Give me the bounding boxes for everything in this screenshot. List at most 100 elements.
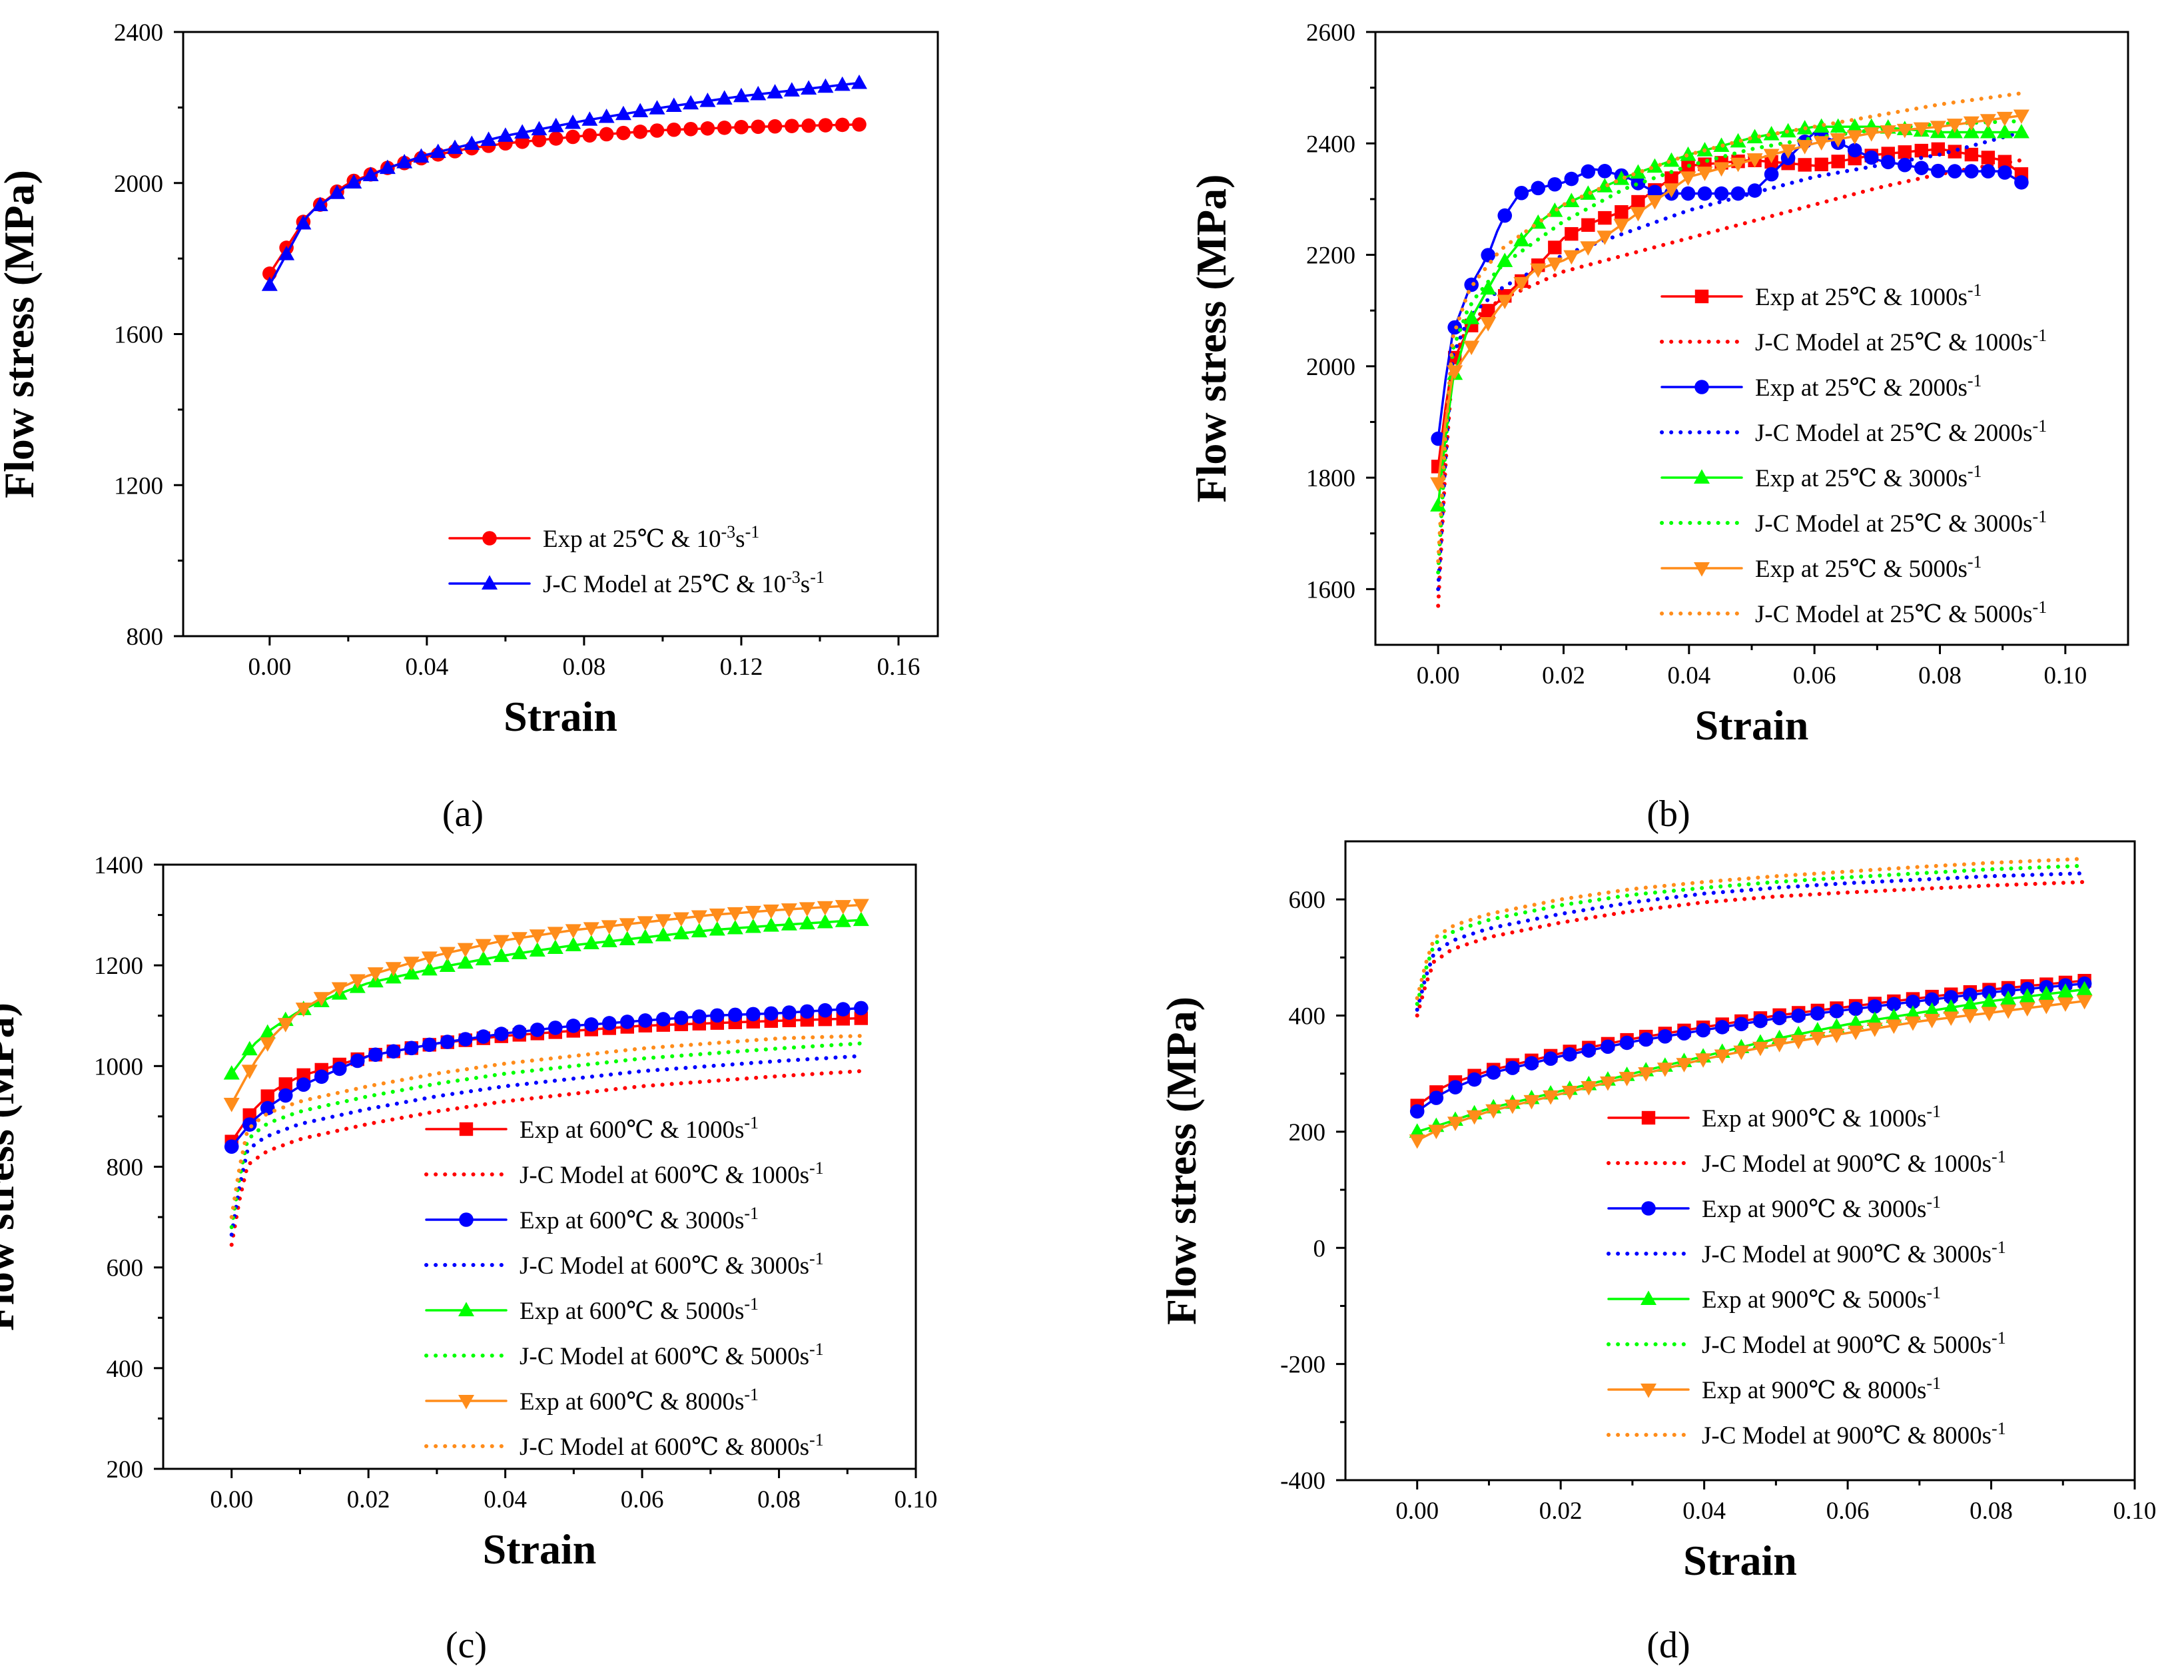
- x-tick-label: 0.06: [621, 1486, 664, 1513]
- data-point: [733, 87, 749, 103]
- data-point: [637, 916, 653, 931]
- legend-entry: J-C Model at 600℃ & 5000s-1: [424, 1340, 824, 1370]
- data-point: [655, 1012, 671, 1027]
- data-point: [1505, 1060, 1520, 1075]
- data-point: [1638, 1032, 1654, 1047]
- data-point: [2014, 175, 2029, 190]
- data-point: [673, 912, 689, 927]
- data-point: [781, 903, 797, 918]
- legend-label: Exp at 25℃ & 10-3s-1: [543, 522, 759, 554]
- x-tick-label: 0.04: [405, 653, 448, 681]
- data-point: [1904, 1005, 1921, 1020]
- data-point: [1664, 171, 1678, 185]
- legend-label: J-C Model at 25℃ & 3000s-1: [1755, 507, 2047, 538]
- data-point: [1581, 218, 1595, 232]
- data-point: [2013, 109, 2029, 125]
- data-point: [1447, 1116, 1463, 1132]
- data-point: [1486, 1065, 1501, 1080]
- data-point: [583, 922, 599, 937]
- data-point: [1561, 1085, 1578, 1100]
- data-point: [835, 117, 850, 133]
- data-point: [2076, 981, 2093, 996]
- data-point: [709, 1008, 725, 1023]
- legend-marker: [482, 575, 498, 590]
- data-point: [673, 1011, 689, 1025]
- x-tick-label: 0.08: [1970, 1497, 2013, 1525]
- y-tick-label: 800: [127, 624, 164, 651]
- data-point: [1547, 177, 1563, 192]
- data-point: [1810, 1006, 1825, 1021]
- data-point: [1464, 277, 1479, 292]
- data-point: [1497, 294, 1513, 310]
- data-point: [1513, 276, 1530, 292]
- data-point: [1409, 1134, 1425, 1149]
- data-point: [2038, 985, 2055, 1001]
- y-tick-label: 2000: [1306, 354, 1355, 381]
- data-point: [1680, 146, 1696, 161]
- data-point: [817, 78, 834, 93]
- data-point: [764, 1006, 779, 1021]
- data-point: [2076, 995, 2093, 1010]
- data-point: [497, 127, 514, 142]
- y-tick-label: 200: [107, 1456, 144, 1483]
- x-tick-label: 0.08: [1918, 662, 1962, 689]
- y-tick-label: 1600: [114, 322, 163, 349]
- legend: Exp at 25℃ & 10-3s-1 J-C Model at 25℃ & 1…: [448, 522, 825, 598]
- data-point: [854, 1011, 869, 1025]
- series-orange-dotted: [1436, 91, 2023, 564]
- data-point: [313, 992, 330, 1007]
- x-axis-title: Strain: [483, 1525, 597, 1573]
- data-point: [1480, 280, 1497, 295]
- series-blue-solid: [1431, 128, 2029, 446]
- data-point: [1730, 157, 1746, 173]
- y-tick-label: 2600: [1306, 19, 1355, 47]
- data-point: [548, 131, 563, 146]
- data-point: [666, 122, 681, 137]
- data-point: [565, 129, 580, 145]
- y-tick-label: 1200: [94, 953, 143, 980]
- data-point: [312, 197, 328, 211]
- legend-entry: J-C Model at 25℃ & 3000s-1: [1660, 507, 2047, 538]
- data-point: [2019, 988, 2035, 1003]
- data-point: [1563, 250, 1580, 265]
- y-tick-label: 600: [1289, 887, 1326, 914]
- series-line: [1415, 863, 2087, 1007]
- series-line: [229, 1068, 863, 1247]
- data-point: [1428, 1124, 1445, 1140]
- data-point: [241, 1041, 258, 1056]
- data-point: [853, 899, 869, 914]
- data-point: [1753, 1013, 1768, 1029]
- legend-marker: [1641, 1201, 1656, 1216]
- data-point: [260, 1100, 275, 1116]
- data-point: [1830, 118, 1846, 133]
- x-tick-label: 0.00: [248, 653, 291, 681]
- legend-marker: [458, 1302, 474, 1316]
- data-point: [1466, 1110, 1483, 1125]
- data-point: [1504, 1099, 1521, 1114]
- legend-entry: Exp at 900℃ & 8000s-1: [1607, 1374, 1941, 1404]
- data-point: [709, 921, 725, 936]
- y-tick-label: 800: [107, 1154, 144, 1182]
- data-point: [1730, 186, 1746, 201]
- data-point: [1548, 240, 1562, 254]
- legend: Exp at 600℃ & 1000s-1 J-C Model at 600℃ &…: [424, 1113, 824, 1461]
- x-tick-label: 0.00: [1395, 1497, 1439, 1525]
- x-tick-label: 0.04: [1667, 662, 1710, 689]
- data-point: [853, 911, 869, 927]
- data-point: [1714, 186, 1729, 201]
- x-tick-label: 0.10: [895, 1486, 938, 1513]
- data-point: [1431, 431, 1445, 446]
- data-point: [1830, 133, 1846, 148]
- legend-marker: [1641, 1110, 1656, 1125]
- data-point: [1530, 263, 1547, 278]
- data-point: [241, 1064, 258, 1079]
- data-point: [295, 1003, 312, 1017]
- x-tick-label: 0.02: [1539, 1497, 1583, 1525]
- y-tick-label: 400: [107, 1356, 144, 1383]
- legend-marker: [459, 1122, 474, 1136]
- data-point: [1924, 1002, 1940, 1017]
- legend-label: Exp at 600℃ & 5000s-1: [520, 1294, 759, 1326]
- data-point: [1696, 167, 1713, 181]
- data-point: [1597, 164, 1613, 179]
- data-point: [817, 901, 833, 916]
